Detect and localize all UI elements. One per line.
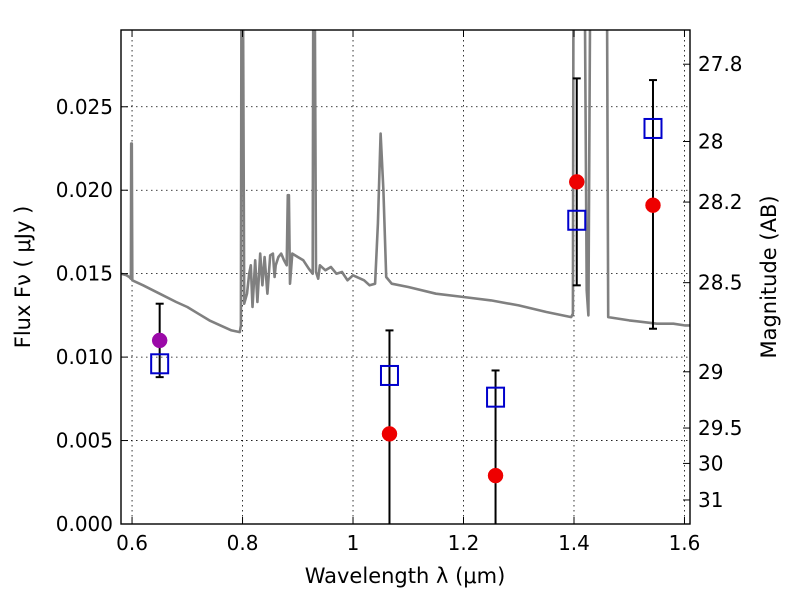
spectrum-line [121, 30, 690, 334]
right-tick-label: 28.5 [698, 271, 743, 295]
right-tick-label: 31 [698, 488, 723, 512]
x-tick-label: 0.8 [227, 531, 259, 555]
right-tick-label: 28 [698, 129, 723, 153]
model-flux-square [567, 209, 587, 231]
model-flux-square [150, 353, 170, 375]
x-tick-label: 1.4 [558, 531, 590, 555]
y-tick-label: 0.015 [56, 262, 113, 286]
right-tick-label: 28.2 [698, 190, 743, 214]
observed-flux-point [151, 332, 168, 349]
model-flux-square [486, 386, 506, 408]
observed-flux-point [381, 426, 398, 442]
plot-frame [120, 29, 691, 525]
right-tick-label: 29 [698, 360, 723, 384]
right-tick-label: 30 [698, 451, 723, 475]
grid-layer [121, 30, 690, 525]
y-tick-label: 0.025 [56, 95, 113, 119]
y-tick-label: 0.020 [56, 178, 113, 202]
y-tick-label: 0.010 [56, 345, 113, 369]
model-flux-square [643, 117, 663, 139]
tick-layer: 0.6 0.8 1 1.2 1.4 1.6 0.000 0.005 0.010 0.015 0.02… [56, 30, 743, 555]
x-tick-label: 0.6 [116, 531, 148, 555]
x-tick-label: 1 [347, 531, 360, 555]
y-axis-label: Flux Fν ( μJy ) [11, 206, 35, 349]
x-tick-label: 1.6 [669, 531, 701, 555]
observed-flux-point [569, 174, 585, 190]
right-tick-label: 29.5 [698, 416, 743, 440]
observed-flux-point [645, 197, 661, 213]
y-tick-label: 0.005 [56, 429, 113, 453]
y-tick-label: 0.000 [56, 512, 113, 536]
model-flux-square [379, 364, 399, 386]
data-layer [121, 30, 690, 524]
right-axis-label: Magnitude (AB) [757, 195, 781, 358]
observed-flux-point [487, 467, 504, 484]
right-tick-label: 27.8 [698, 52, 743, 76]
x-axis-label: Wavelength λ (μm) [305, 564, 506, 588]
x-tick-label: 1.2 [448, 531, 480, 555]
